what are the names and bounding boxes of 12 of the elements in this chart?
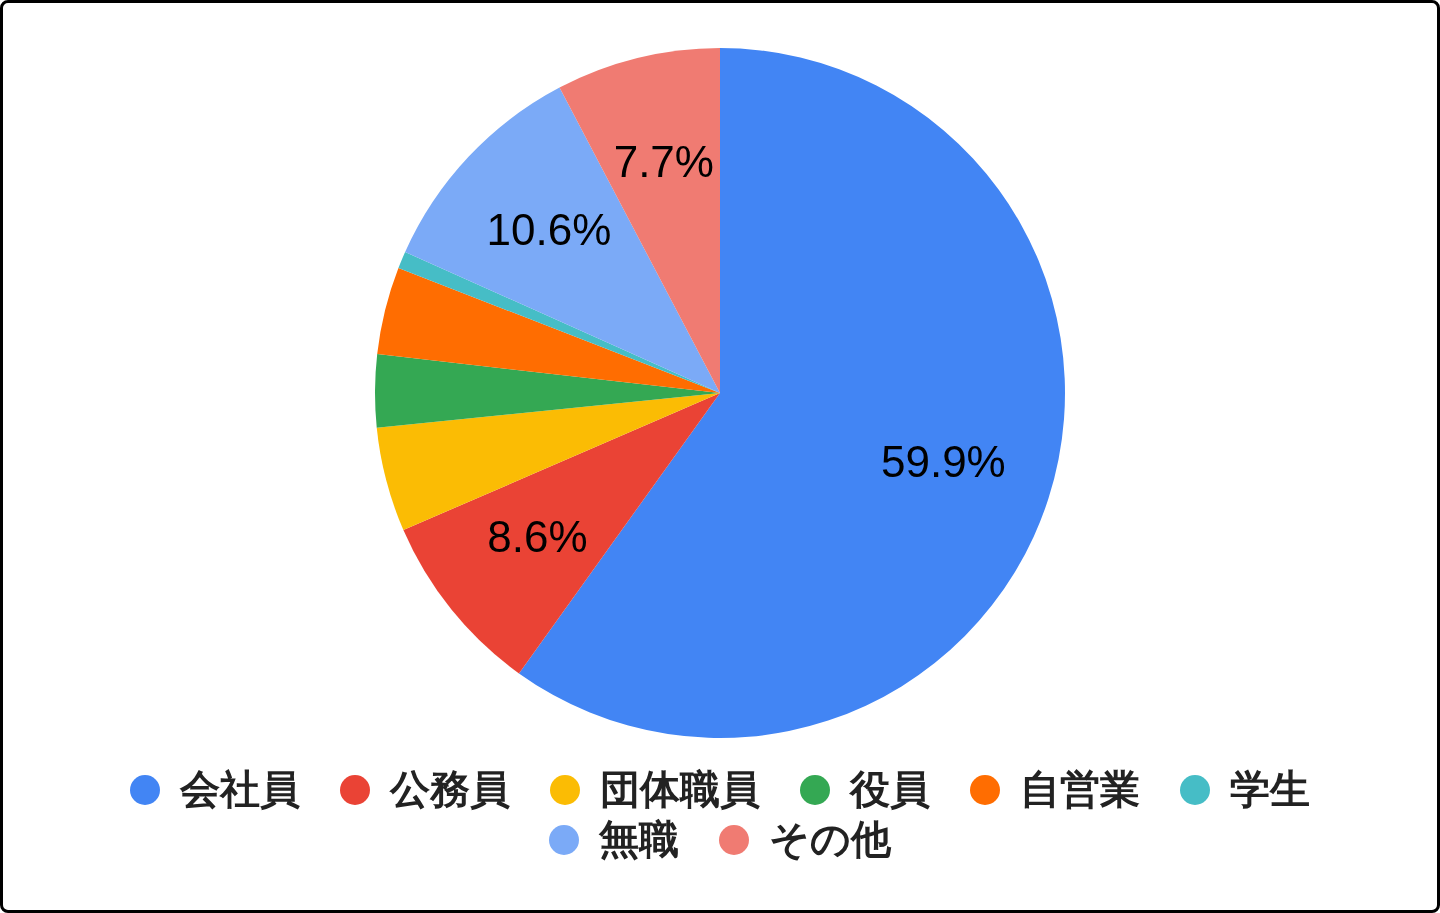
- legend-label: その他: [769, 817, 892, 862]
- data-label: 10.6%: [486, 204, 612, 254]
- data-label: 59.9%: [880, 436, 1006, 486]
- legend-label: 団体職員: [600, 767, 760, 812]
- legend-label: 無職: [598, 817, 679, 862]
- legend-label: 公務員: [389, 767, 510, 812]
- legend-label: 役員: [848, 767, 930, 812]
- legend-label: 学生: [1230, 767, 1310, 812]
- legend-label: 会社員: [179, 767, 300, 812]
- legend-label: 自営業: [1020, 767, 1140, 812]
- data-label: 8.6%: [487, 512, 588, 562]
- data-label: 7.7%: [613, 137, 714, 187]
